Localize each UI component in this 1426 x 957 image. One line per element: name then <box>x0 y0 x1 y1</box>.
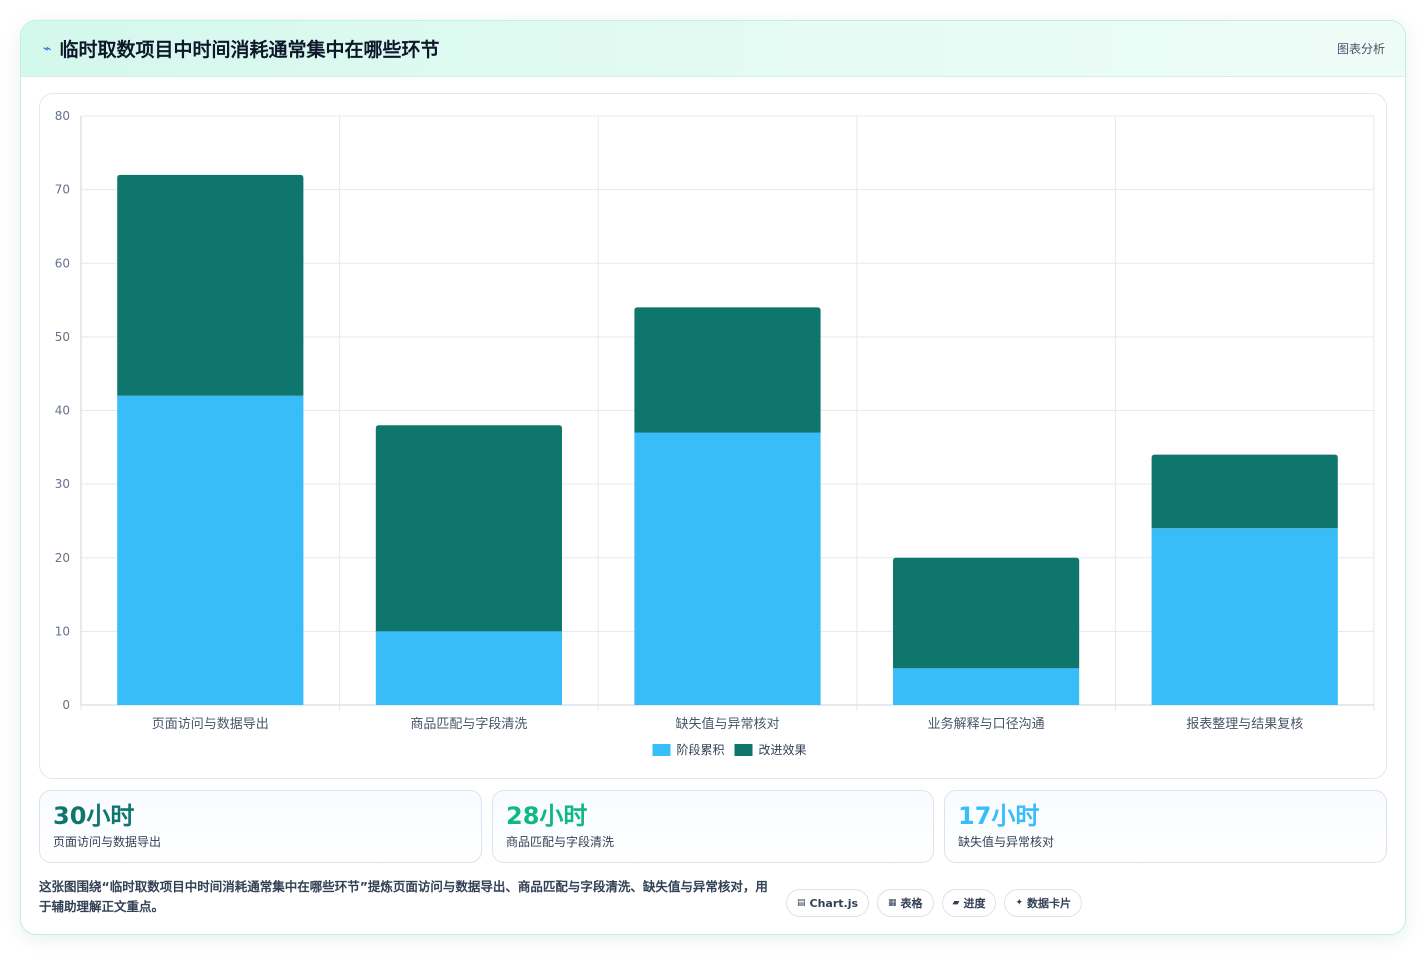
stat-card-2: 28小时 商品匹配与字段清洗 <box>492 790 934 863</box>
stat-label: 缺失值与异常核对 <box>958 835 1055 849</box>
chip-label: Chart.js <box>809 896 859 910</box>
bar-improve <box>117 174 304 396</box>
x-tick-label: 商品匹配与字段清洗 <box>410 717 527 732</box>
legend-label: 阶段累积 <box>677 742 725 757</box>
y-tick-label: 10 <box>55 624 70 638</box>
chart-icon: ▤ <box>797 898 806 908</box>
y-tick-label: 70 <box>55 183 70 197</box>
header: ⌁ 临时取数项目中时间消耗通常集中在哪些环节 图表分析 <box>21 21 1405 77</box>
sparkle-icon: ✦ <box>1015 898 1024 908</box>
y-tick-label: 80 <box>55 109 70 123</box>
bar-improve <box>893 557 1080 669</box>
stat-label: 商品匹配与字段清洗 <box>506 835 615 849</box>
stat-card-3: 17小时 缺失值与异常核对 <box>944 790 1387 863</box>
y-tick-label: 30 <box>55 477 70 491</box>
bar-stage <box>117 395 304 705</box>
stat-value: 17小时 <box>958 802 1040 830</box>
progress-icon: ▰ <box>952 898 960 908</box>
header-tag: 图表分析 <box>1336 42 1385 56</box>
bar-stage <box>375 631 562 705</box>
chart-trend-icon: ⌁ <box>43 40 52 57</box>
page-card: ⌁ 临时取数项目中时间消耗通常集中在哪些环节 图表分析 0 10 20 30 40 50 6… <box>20 20 1406 935</box>
y-tick-label: 40 <box>55 404 70 418</box>
bar-improve <box>634 307 821 433</box>
chip-table[interactable]: ▦ 表格 <box>877 889 934 917</box>
stat-value: 30小时 <box>53 802 135 830</box>
stacked-bar-chart: 0 10 20 30 40 50 60 70 80 页面访问与数据导出 商品匹配与字段清洗 缺失值与异… <box>55 109 1375 757</box>
bar-stage <box>1151 528 1338 705</box>
stat-card-1: 30小时 页面访问与数据导出 <box>39 790 482 863</box>
title-wrap: ⌁ 临时取数项目中时间消耗通常集中在哪些环节 <box>43 35 439 62</box>
chip-label: 数据卡片 <box>1027 897 1072 910</box>
footer-description: 这张图围绕“临时取数项目中时间消耗通常集中在哪些环节”提炼页面访问与数据导出、商… <box>39 879 768 914</box>
y-tick-label: 60 <box>55 256 70 270</box>
x-tick-label: 业务解释与口径沟通 <box>928 716 1045 732</box>
stat-value: 28小时 <box>506 802 588 830</box>
chip-data-card[interactable]: ✦ 数据卡片 <box>1004 889 1083 917</box>
chip-list: ▤ Chart.js ▦ 表格 ▰ 进度 ✦ 数据卡片 <box>786 889 1083 917</box>
bar-improve <box>1151 454 1338 529</box>
table-icon: ▦ <box>888 898 897 908</box>
bar-stage <box>634 432 821 705</box>
y-tick-label: 20 <box>55 551 70 565</box>
page-title: 临时取数项目中时间消耗通常集中在哪些环节 <box>59 39 440 61</box>
chip-label: 进度 <box>963 897 986 910</box>
y-tick-label: 50 <box>55 330 70 344</box>
x-tick-label: 缺失值与异常核对 <box>675 716 779 732</box>
stat-label: 页面访问与数据导出 <box>53 835 162 849</box>
legend-swatch <box>652 744 671 756</box>
legend-swatch <box>734 744 753 756</box>
chip-label: 表格 <box>900 897 923 910</box>
bar-improve <box>375 425 562 632</box>
x-tick-label: 页面访问与数据导出 <box>152 717 269 732</box>
chip-chartjs[interactable]: ▤ Chart.js <box>786 889 870 917</box>
y-tick-label: 0 <box>62 698 70 712</box>
legend-label: 改进效果 <box>759 742 807 757</box>
chip-progress[interactable]: ▰ 进度 <box>941 889 997 917</box>
chart-card: 0 10 20 30 40 50 60 70 80 页面访问与数据导出 商品匹配与字段清洗 缺失值与异… <box>39 93 1387 779</box>
bar-stage <box>893 668 1080 705</box>
x-tick-label: 报表整理与结果复核 <box>1186 717 1303 732</box>
